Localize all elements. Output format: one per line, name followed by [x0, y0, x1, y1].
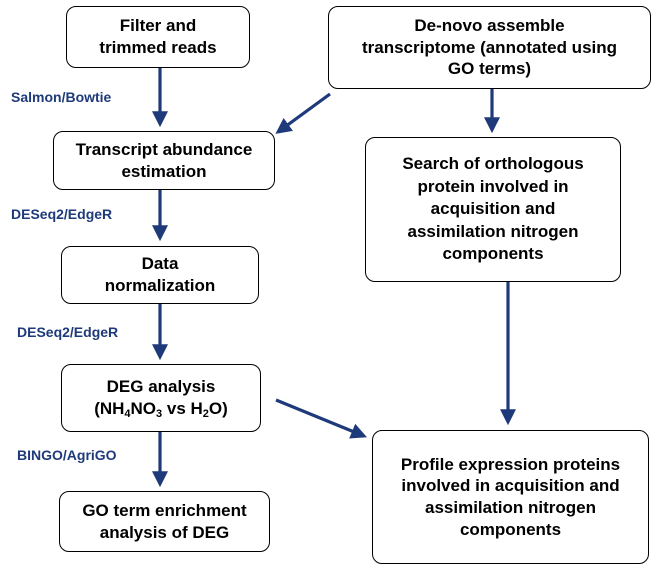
deg-line-1: DEG analysis: [106, 377, 216, 397]
box-data-normalization: Data normalization: [61, 246, 259, 304]
filter-line-1: Filter and: [119, 16, 197, 36]
profile-line-1: Profile expression proteins: [400, 454, 621, 474]
normalization-line-2: normalization: [104, 276, 216, 295]
deg-sub-3: 2: [202, 408, 209, 420]
label-deseq-edger-2: DESeq2/EdgeR: [17, 324, 119, 340]
box-profile-expression: Profile expression proteins involved in …: [372, 430, 649, 564]
label-deseq-edger-1: DESeq2/EdgeR: [11, 206, 113, 222]
profile-line-3: assimilation nitrogen: [425, 498, 596, 517]
abundance-line-1: Transcript abundance: [75, 139, 253, 159]
search-line-2: protein involved in: [417, 176, 569, 196]
profile-line-2: involved in acquisition and: [401, 476, 620, 496]
deg-close: O): [208, 399, 228, 418]
filter-line-2: trimmed reads: [99, 38, 217, 57]
box-transcript-abundance: Transcript abundance estimation: [53, 131, 275, 190]
abundance-line-2: estimation: [121, 161, 207, 181]
deg-sub-1: 4: [124, 408, 131, 420]
deg-line-2: (NH4NO3 vs H2O): [94, 398, 228, 420]
goterm-line-2: analysis of DEG: [99, 522, 230, 542]
denovo-line-2: transcriptome (annotated using: [361, 37, 618, 57]
search-line-4: assimilation nitrogen: [407, 221, 579, 241]
search-line-1: Search of orthologous: [402, 154, 584, 174]
goterm-line-1: GO term enrichment: [82, 500, 247, 520]
profile-line-4: components: [459, 519, 562, 539]
deg-open: (NH: [94, 399, 125, 418]
deg-mid-2: vs H: [162, 399, 203, 418]
denovo-line-3: GO terms): [447, 59, 532, 79]
arrow-denovo-to-abundance: [275, 92, 331, 134]
arrow-deg-to-profile: [275, 398, 367, 439]
normalization-line-1: Data: [141, 254, 179, 274]
box-filter-reads: Filter and trimmed reads: [66, 6, 250, 68]
label-bingo-agrigo: BINGO/AgriGO: [17, 447, 117, 463]
box-denovo-transcriptome: De-novo assemble transcriptome (annotate…: [328, 6, 651, 89]
box-go-term-enrichment: GO term enrichment analysis of DEG: [59, 491, 270, 552]
deg-mid-1: NO: [130, 399, 157, 418]
deg-sub-2: 3: [156, 408, 163, 420]
box-search-orthologous: Search of orthologous protein involved i…: [365, 137, 621, 282]
box-deg-analysis: DEG analysis (NH4NO3 vs H2O): [61, 364, 261, 432]
label-salmon-bowtie: Salmon/Bowtie: [11, 89, 112, 105]
search-line-3: acquisition and: [430, 199, 556, 219]
search-line-5: components: [442, 244, 544, 264]
denovo-line-1: De-novo assemble: [414, 15, 565, 35]
